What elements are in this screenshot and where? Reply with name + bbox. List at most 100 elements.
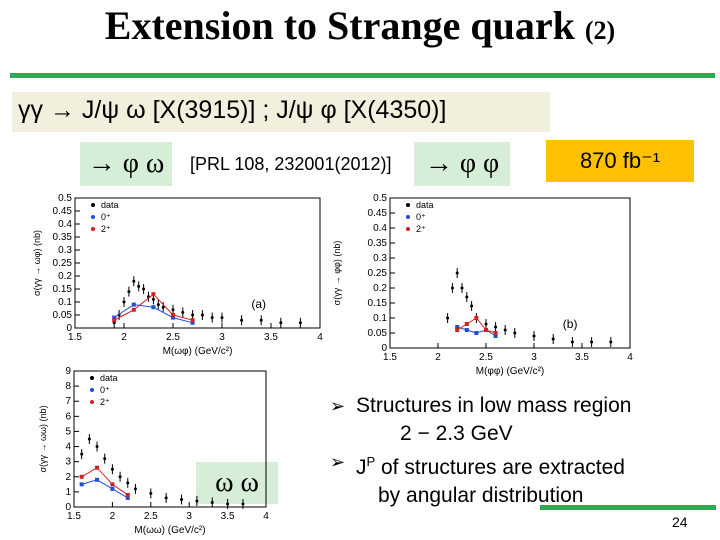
model-point: [464, 328, 469, 332]
legend-marker: [91, 227, 95, 231]
model-point: [455, 325, 460, 329]
data-point: [171, 308, 175, 312]
x-tick-label: 1.5: [67, 511, 81, 522]
data-point: [298, 321, 302, 325]
y-tick-label: 0: [66, 323, 72, 334]
legend-entry: 0⁺: [101, 212, 111, 222]
y-axis-label: σ(γγ → ωφ) (nb): [32, 230, 42, 296]
x-tick-label: 2.5: [144, 511, 158, 522]
y-tick-label: 0.05: [53, 310, 73, 321]
legend-entry: data: [101, 200, 119, 210]
data-point: [151, 297, 155, 301]
x-tick-label: 2: [110, 511, 116, 522]
model-point: [474, 316, 479, 320]
model-point: [151, 305, 156, 310]
data-point: [127, 290, 131, 294]
data-point: [460, 286, 464, 290]
title-suffix: (2): [584, 16, 616, 45]
legend-marker: [90, 400, 94, 404]
data-point: [494, 325, 498, 329]
data-point: [259, 318, 263, 322]
x-tick-label: 1.5: [68, 332, 82, 343]
x-tick-label: 3: [531, 352, 537, 363]
reference-text: [PRL 108, 232001(2012)]: [190, 154, 392, 174]
data-point: [110, 467, 114, 471]
luminosity-badge: 870 fb⁻¹: [546, 140, 694, 182]
series-line: [81, 467, 129, 496]
title-main: Extension to Strange quark: [104, 3, 575, 48]
bullet-item: ➢ JP of structures are extracted by angu…: [330, 448, 720, 510]
y-tick-label: 0.4: [58, 219, 72, 230]
panel-tag: (b): [563, 317, 578, 331]
model-point: [95, 465, 100, 470]
model-point: [112, 315, 117, 320]
data-point: [279, 321, 283, 325]
data-point: [80, 452, 84, 456]
x-tick-label: 4: [627, 352, 633, 363]
title-underline: [10, 73, 715, 78]
legend-entry: data: [100, 373, 118, 383]
x-tick-label: 3: [186, 511, 192, 522]
data-point: [609, 340, 613, 344]
subtitle-band: [12, 92, 550, 132]
model-point: [125, 492, 130, 497]
bullet-list: ➢ Structures in low mass region 2 − 2.3 …: [330, 392, 720, 510]
y-tick-label: 9: [65, 366, 71, 377]
data-point: [226, 502, 230, 506]
data-point: [95, 445, 99, 449]
data-point: [87, 437, 91, 441]
model-point: [112, 318, 117, 323]
y-tick-label: 0: [65, 502, 71, 513]
y-tick-label: 0: [381, 343, 387, 354]
y-tick-label: 5: [65, 426, 71, 437]
bullet-1-line1: Structures in low mass region: [356, 394, 632, 417]
data-point: [137, 284, 141, 288]
chart-phi-omega: 1.5 2 2.5 3 3.5 4 0 0.05 0.1 0.15 0.2 0.25 0.3 0.35 0.…: [32, 193, 323, 357]
x-tick-label: 2: [121, 332, 127, 343]
bullet-2-rest: of structures are extracted: [375, 456, 625, 479]
data-point: [161, 305, 165, 309]
y-tick-label: 0.05: [368, 328, 388, 339]
y-tick-label: 0.2: [373, 283, 387, 294]
y-tick-label: 0.45: [53, 206, 73, 217]
data-point: [210, 316, 214, 320]
data-point: [195, 499, 199, 503]
plot-frame: [74, 197, 321, 329]
x-tick-label: 2.5: [479, 352, 493, 363]
data-point: [241, 502, 245, 506]
chart-omega-omega: 1.5 2 2.5 3 3.5 4 0 1 2 3 4 5 6 7 8 9 M(ωω) (GeV/c²) σ(γγ…: [38, 366, 269, 536]
data-point: [570, 340, 574, 344]
legend-entry: data: [416, 200, 434, 210]
label-omega-omega: ω ω: [196, 462, 278, 504]
y-tick-label: 0.3: [373, 253, 387, 264]
y-tick-label: 0.1: [373, 313, 387, 324]
x-tick-label: 3.5: [264, 332, 278, 343]
y-tick-label: 0.25: [368, 268, 388, 279]
legend-marker: [406, 215, 410, 219]
bullet-1-line2: 2 − 2.3 GeV: [400, 422, 513, 445]
y-tick-label: 8: [65, 381, 71, 392]
data-point: [551, 337, 555, 341]
y-tick-label: 6: [65, 411, 71, 422]
x-tick-label: 4: [317, 332, 323, 343]
x-tick-label: 3.5: [575, 352, 589, 363]
model-point: [484, 328, 488, 332]
y-tick-label: 0.25: [53, 258, 73, 269]
y-tick-label: 0.5: [373, 193, 387, 204]
x-tick-label: 4: [263, 511, 269, 522]
model-point: [79, 482, 84, 487]
model-point: [190, 318, 195, 323]
model-point: [474, 331, 479, 335]
y-tick-label: 0.35: [368, 238, 388, 249]
data-point: [132, 279, 136, 283]
y-tick-label: 0.15: [53, 284, 73, 295]
data-point: [470, 304, 474, 308]
model-point: [455, 328, 460, 332]
x-axis-label: M(φφ) (GeV/c²): [476, 366, 545, 377]
y-tick-label: 0.35: [53, 232, 73, 243]
data-point: [503, 328, 507, 332]
y-tick-label: 0.5: [58, 193, 72, 204]
chart-phi-phi: 1.5 2 2.5 3 3.5 4 0 0.05 0.1 0.15 0.2 0.25 0.3 0.35 0.…: [332, 193, 633, 377]
y-tick-label: 2: [65, 472, 71, 483]
footer-line: [540, 505, 716, 510]
